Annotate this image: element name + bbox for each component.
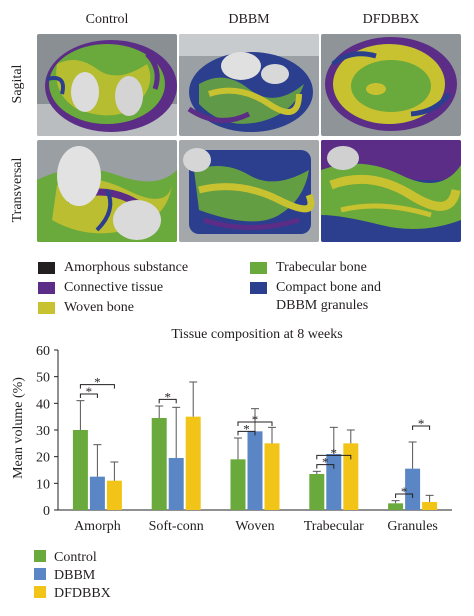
row-title-sagital: Sagital: [10, 64, 25, 104]
legend-swatch-amorphous: [38, 262, 55, 274]
x-tick-label-trabecular: Trabecular: [304, 519, 364, 534]
y-tick-label-0: 0: [43, 504, 50, 519]
legend-swatch-compact: [250, 282, 267, 294]
panel-control-sagital: [37, 34, 177, 136]
significance-bracket-2: [158, 398, 177, 404]
legend-label-connective: Connective tissue: [64, 280, 164, 295]
bar-dbbm-amorph: [89, 476, 105, 510]
y-tick-label-30: 30: [36, 424, 50, 439]
significance-label-1: *: [94, 375, 101, 390]
panel-dbbm-transversal: [179, 140, 319, 242]
chart-title: Tissue composition at 8 weeks: [171, 327, 342, 342]
significance-label-5: *: [322, 455, 329, 470]
x-tick-label-granules: Granules: [387, 519, 438, 534]
significance-label-6: *: [331, 445, 338, 460]
column-title-dbbm: DBBM: [228, 12, 270, 27]
bar-dbbm-granules: [405, 468, 421, 510]
significance-label-8: *: [418, 416, 425, 431]
series-legend-swatch-dfdbbx: [34, 586, 46, 598]
significance-label-7: *: [401, 484, 408, 499]
y-tick-label-40: 40: [36, 397, 50, 412]
y-tick-label-50: 50: [36, 371, 50, 386]
series-legend-label-dbbm: DBBM: [54, 568, 96, 583]
legend-label-compact: Compact bone and: [276, 280, 381, 295]
significance-bracket-5: [316, 464, 335, 469]
x-tick-label-woven: Woven: [235, 519, 274, 534]
bar-control-soft-conn: [151, 418, 167, 510]
series-legend-swatch-control: [34, 550, 46, 562]
y-tick-label-20: 20: [36, 451, 50, 466]
legend-label-trabecular: Trabecular bone: [276, 260, 367, 275]
row-title-transversal: Transversal: [10, 157, 25, 223]
y-axis-label: Mean volume (%): [11, 377, 26, 479]
panel-dfdbbx-sagital: [321, 34, 461, 136]
legend-label-woven: Woven bone: [64, 300, 135, 315]
significance-bracket-1: [79, 384, 115, 389]
significance-bracket-8: [412, 425, 431, 430]
bar-control-woven: [230, 459, 246, 510]
legend-label-compact-line2: DBBM granules: [276, 298, 369, 313]
bar-dfdbbx-trabecular: [343, 443, 359, 510]
bar-dfdbbx-woven: [264, 443, 280, 510]
bar-control-trabecular: [309, 474, 325, 510]
bar-dfdbbx-granules: [422, 502, 438, 510]
significance-label-2: *: [164, 389, 171, 404]
y-tick-label-60: 60: [36, 344, 50, 359]
series-legend-label-dfdbbx: DFDBBX: [54, 586, 111, 601]
tissue-composition-chart: Tissue composition at 8 weeks Mean volum…: [11, 327, 452, 601]
legend-swatch-woven: [38, 302, 55, 314]
significance-bracket-0: [79, 393, 98, 398]
panel-dbbm-sagital: [179, 34, 319, 136]
bar-dbbm-soft-conn: [168, 458, 184, 510]
significance-label-0: *: [86, 384, 93, 399]
column-title-dfdbbx: DFDBBX: [362, 12, 420, 27]
bar-dbbm-trabecular: [326, 454, 342, 510]
x-tick-label-amorph: Amorph: [74, 519, 121, 534]
bar-dbbm-woven: [247, 431, 263, 510]
series-legend-swatch-dbbm: [34, 568, 46, 580]
panel-control-transversal: [37, 140, 177, 242]
significance-bracket-3: [237, 430, 256, 436]
bar-control-granules: [388, 503, 404, 510]
y-tick-label-10: 10: [36, 477, 50, 492]
legend-swatch-trabecular: [250, 262, 267, 274]
column-title-control: Control: [85, 12, 129, 27]
significance-bracket-4: [237, 421, 273, 426]
significance-label-3: *: [243, 421, 250, 436]
panel-dfdbbx-transversal: [321, 140, 461, 242]
series-legend-label-control: Control: [54, 550, 97, 565]
significance-bracket-7: [395, 493, 414, 498]
x-tick-label-soft-conn: Soft-conn: [149, 519, 204, 534]
legend-label-amorphous: Amorphous substance: [64, 260, 189, 275]
significance-bracket-6: [316, 454, 352, 460]
bar-dfdbbx-amorph: [106, 480, 122, 510]
significance-label-4: *: [252, 412, 259, 427]
bar-dfdbbx-soft-conn: [185, 416, 201, 510]
legend-swatch-connective: [38, 282, 55, 294]
bar-control-amorph: [72, 430, 88, 510]
